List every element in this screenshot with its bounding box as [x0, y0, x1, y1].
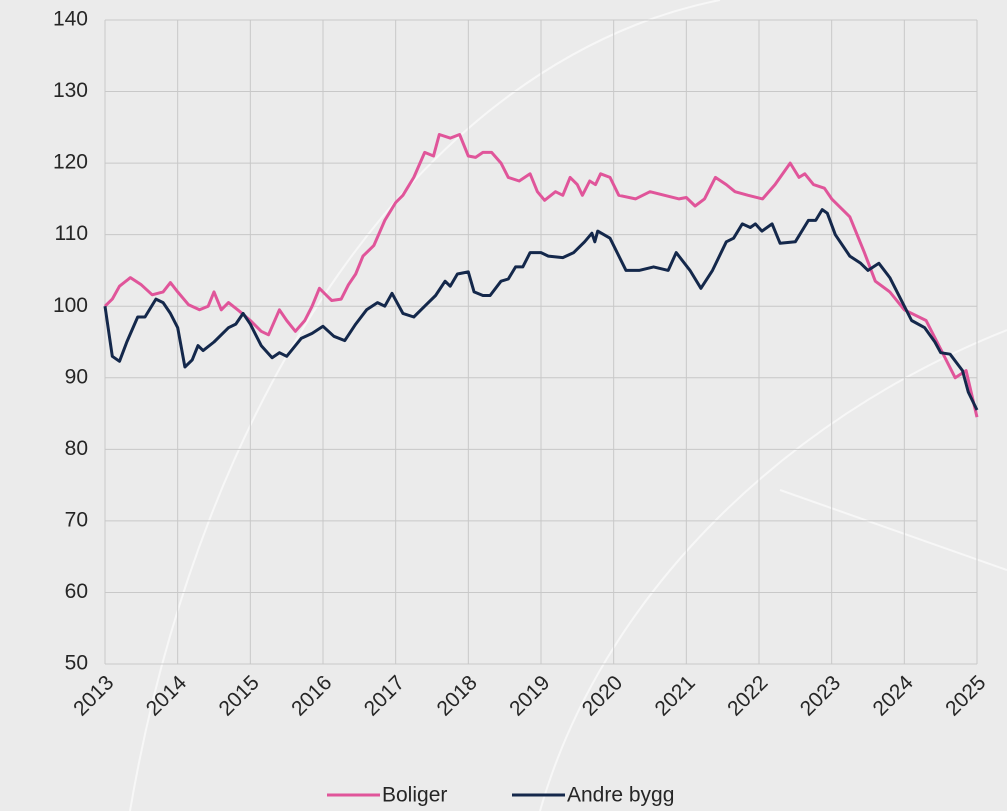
x-tick-label: 2013: [69, 671, 118, 720]
y-tick-label: 120: [53, 151, 88, 174]
legend-label: Andre bygg: [567, 784, 674, 807]
x-tick-label: 2017: [360, 671, 409, 720]
y-tick-label: 50: [65, 652, 88, 675]
x-tick-label: 2016: [287, 671, 336, 720]
series-line: [103, 133, 979, 418]
x-tick-label: 2023: [796, 671, 845, 720]
x-tick-label: 2020: [578, 671, 627, 720]
series-line: [103, 208, 979, 411]
x-tick-label: 2014: [142, 671, 192, 721]
y-tick-label: 110: [55, 222, 88, 245]
x-tick-label: 2024: [868, 671, 918, 721]
legend-label: Boliger: [382, 784, 447, 807]
x-tick-label: 2019: [505, 671, 554, 720]
x-tick-label: 2015: [214, 671, 263, 720]
x-tick-label: 2021: [650, 671, 699, 720]
y-tick-label: 130: [53, 79, 88, 102]
y-tick-label: 140: [53, 8, 88, 31]
y-tick-label: 70: [65, 508, 88, 531]
x-tick-label: 2022: [723, 671, 772, 720]
x-tick-label: 2018: [432, 671, 481, 720]
y-tick-label: 60: [65, 580, 88, 603]
y-tick-label: 100: [53, 294, 88, 317]
y-tick-label: 80: [65, 437, 88, 460]
x-tick-label: 2025: [941, 671, 990, 720]
background-decoration: [129, 0, 1007, 811]
y-tick-label: 90: [65, 365, 88, 388]
